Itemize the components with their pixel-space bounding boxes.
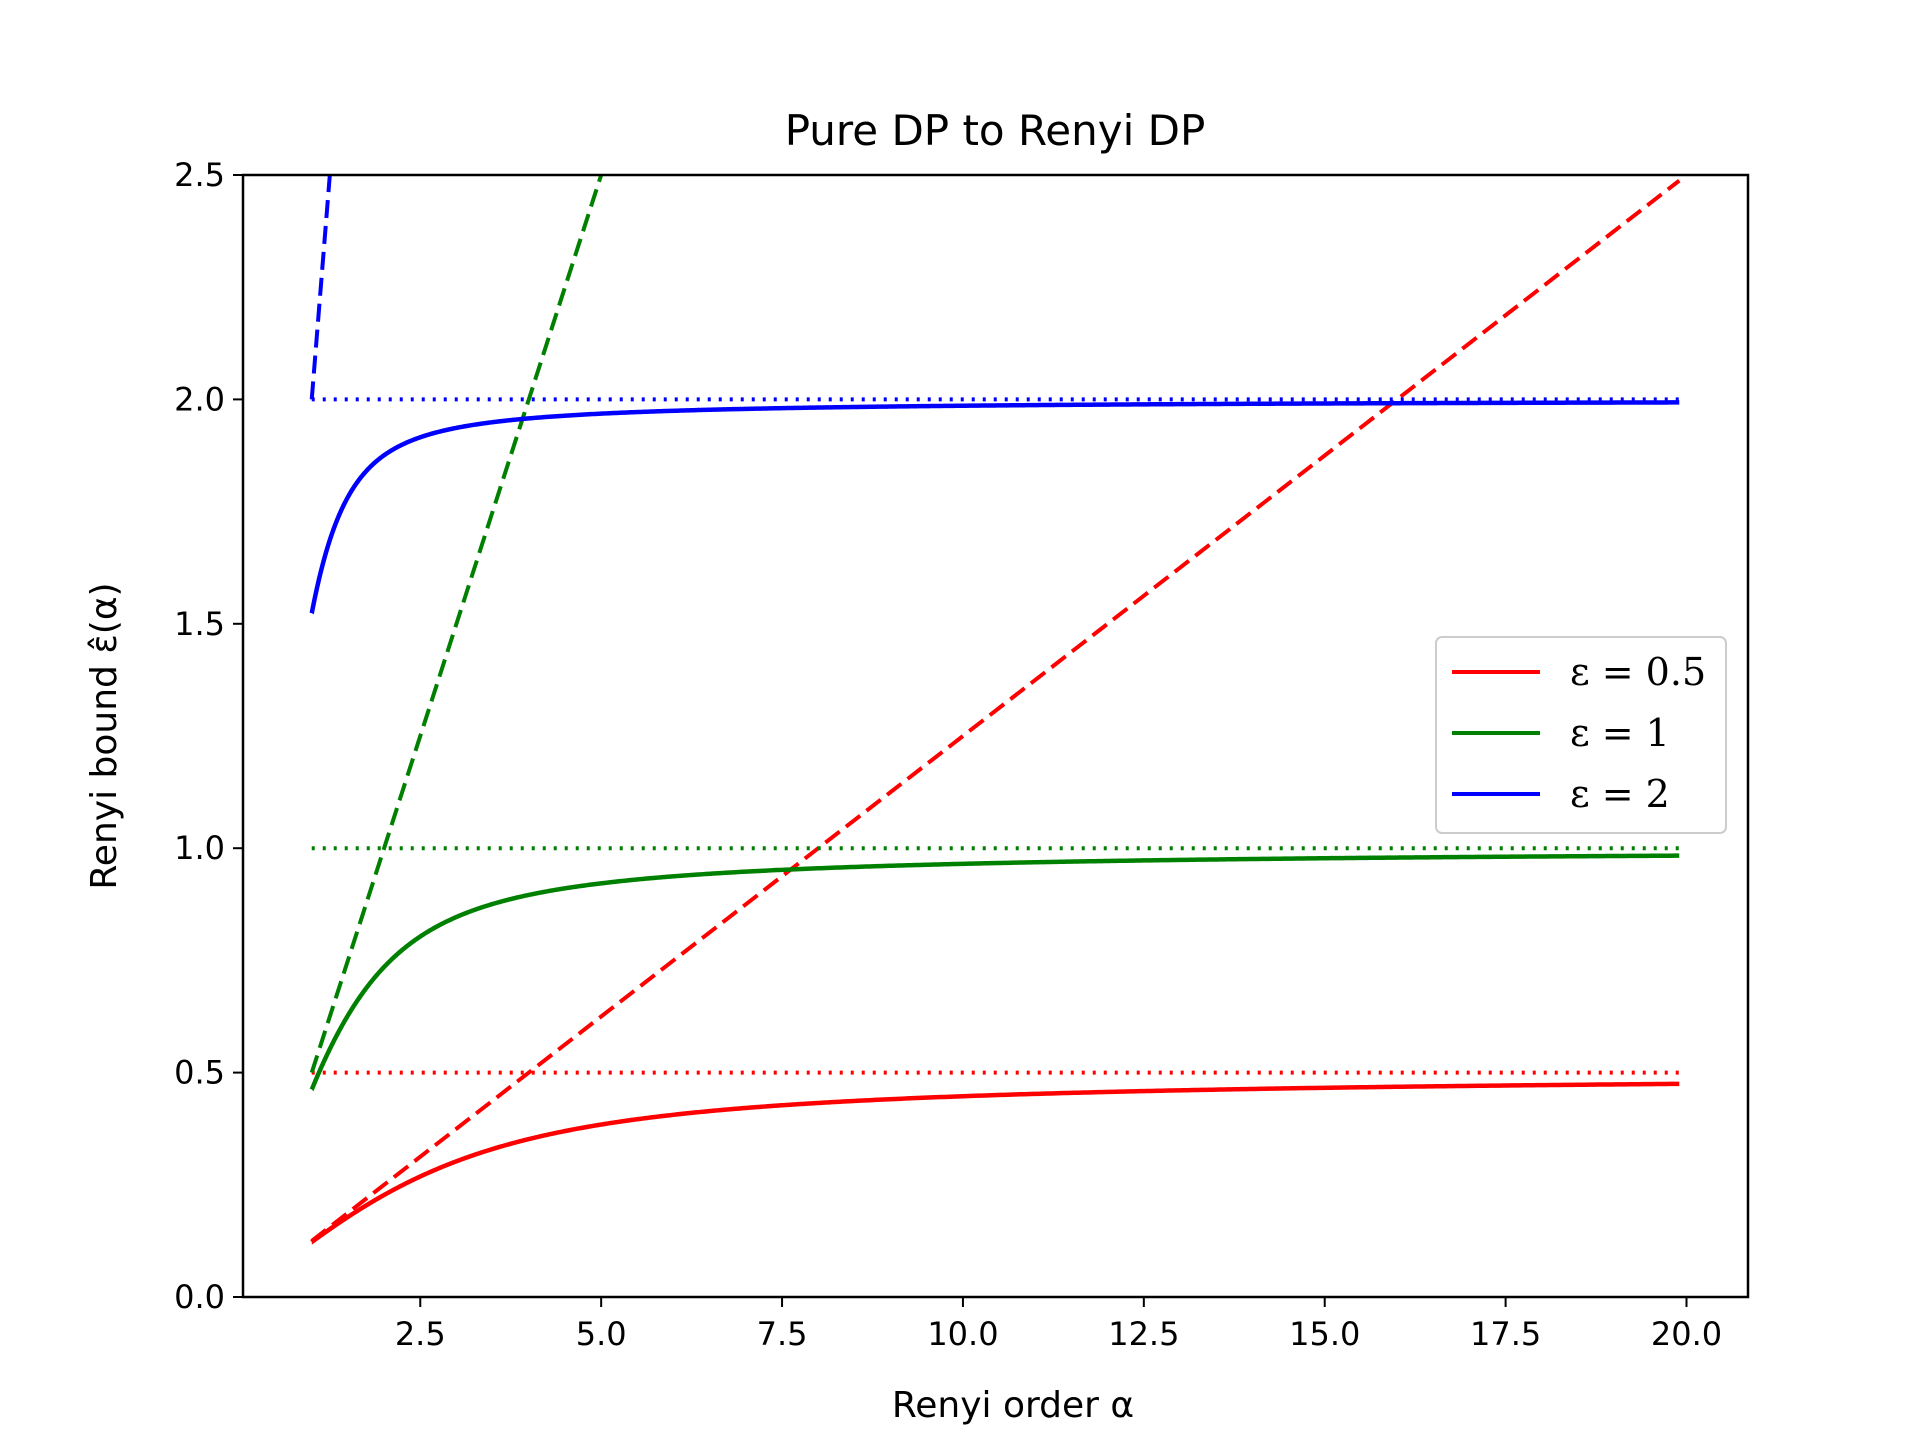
solid-line-eps-1 xyxy=(309,853,1680,1092)
solid-line-eps-0-5 xyxy=(310,1081,1680,1245)
chart-title: Pure DP to Renyi DP xyxy=(785,106,1206,155)
y-tick-label: 0.5 xyxy=(174,1054,225,1092)
plot-lines xyxy=(309,175,1681,1245)
legend: ε = 0.5 ε = 1 ε = 2 xyxy=(1435,636,1727,834)
x-tick-label: 17.5 xyxy=(1470,1315,1541,1353)
x-tick-label: 5.0 xyxy=(576,1315,627,1353)
legend-label-eps-2: ε = 2 xyxy=(1570,772,1670,816)
y-tick-label: 2.5 xyxy=(174,156,225,194)
y-tick-label: 1.0 xyxy=(174,829,225,867)
legend-label-eps-0.5: ε = 0.5 xyxy=(1570,650,1706,694)
solid-line-eps-2 xyxy=(309,400,1680,615)
y-axis-ticks: 0.0 0.5 1.0 1.5 2.0 2.5 xyxy=(174,156,243,1316)
legend-box xyxy=(1435,636,1727,834)
x-axis-ticks: 2.5 5.0 7.5 10.0 12.5 15.0 17.5 20.0 xyxy=(395,1297,1722,1353)
x-tick-label: 10.0 xyxy=(927,1315,998,1353)
x-tick-label: 20.0 xyxy=(1651,1315,1722,1353)
x-tick-label: 12.5 xyxy=(1108,1315,1179,1353)
y-tick-label: 1.5 xyxy=(174,605,225,643)
x-tick-label: 7.5 xyxy=(757,1315,808,1353)
plot-area xyxy=(309,175,1681,1245)
y-axis-label: Renyi bound ε̂(α) xyxy=(84,582,125,889)
plot-frame xyxy=(241,173,1750,1299)
dashed-line-eps-1 xyxy=(309,175,604,1074)
x-tick-label: 2.5 xyxy=(395,1315,446,1353)
x-tick-label: 15.0 xyxy=(1289,1315,1360,1353)
legend-label-eps-1: ε = 1 xyxy=(1570,711,1670,755)
dashed-line-eps-0-5 xyxy=(310,179,1681,1243)
y-tick-label: 2.0 xyxy=(174,380,225,418)
y-tick-label: 0.0 xyxy=(174,1278,225,1316)
x-axis-label: Renyi order α xyxy=(892,1385,1134,1426)
dashed-line-eps-2 xyxy=(309,175,332,400)
